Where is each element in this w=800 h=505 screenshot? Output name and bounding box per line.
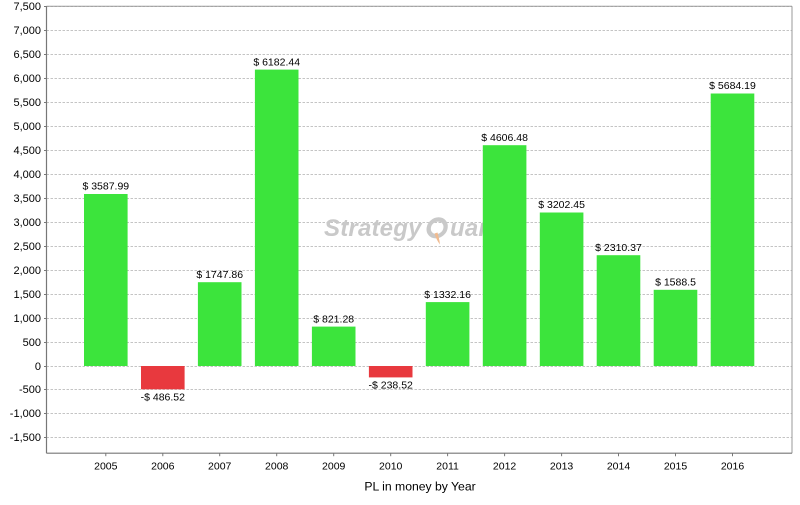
- svg-text:7,000: 7,000: [13, 25, 41, 37]
- svg-text:0: 0: [35, 361, 41, 373]
- svg-text:-500: -500: [19, 384, 41, 396]
- svg-text:Strategy: Strategy: [324, 215, 423, 242]
- svg-text:7,500: 7,500: [13, 1, 41, 13]
- svg-text:2013: 2013: [550, 461, 574, 473]
- svg-text:6,500: 6,500: [13, 49, 41, 61]
- svg-text:$ 5684.19: $ 5684.19: [709, 80, 756, 92]
- svg-text:$ 1332.16: $ 1332.16: [424, 289, 471, 301]
- svg-text:2009: 2009: [322, 461, 346, 473]
- svg-text:$ 3587.99: $ 3587.99: [82, 181, 129, 193]
- svg-text:2,000: 2,000: [13, 265, 41, 277]
- svg-text:3,000: 3,000: [13, 217, 41, 229]
- svg-text:1,000: 1,000: [13, 313, 41, 325]
- svg-text:5,500: 5,500: [13, 97, 41, 109]
- svg-text:1,500: 1,500: [13, 289, 41, 301]
- svg-text:$ 3202.45: $ 3202.45: [538, 199, 585, 211]
- svg-text:3,500: 3,500: [13, 193, 41, 205]
- svg-text:6,000: 6,000: [13, 73, 41, 85]
- svg-text:2007: 2007: [208, 461, 232, 473]
- svg-text:4,500: 4,500: [13, 145, 41, 157]
- svg-text:-1,500: -1,500: [10, 432, 41, 444]
- svg-text:-$ 486.52: -$ 486.52: [141, 391, 186, 403]
- svg-text:2006: 2006: [151, 461, 175, 473]
- svg-text:$ 2310.37: $ 2310.37: [595, 242, 642, 254]
- svg-text:$ 6182.44: $ 6182.44: [253, 56, 300, 68]
- svg-text:500: 500: [23, 337, 41, 349]
- svg-text:2005: 2005: [94, 461, 118, 473]
- svg-text:$ 1588.5: $ 1588.5: [655, 277, 696, 289]
- svg-text:2015: 2015: [664, 461, 688, 473]
- svg-text:PL in money by Year: PL in money by Year: [364, 480, 475, 494]
- svg-text:-$ 238.52: -$ 238.52: [369, 379, 414, 391]
- svg-text:5,000: 5,000: [13, 121, 41, 133]
- svg-text:$ 4606.48: $ 4606.48: [481, 132, 528, 144]
- svg-text:$ 821.28: $ 821.28: [313, 313, 354, 325]
- svg-text:$ 1747.86: $ 1747.86: [196, 269, 243, 281]
- svg-text:2014: 2014: [607, 461, 631, 473]
- svg-text:2012: 2012: [493, 461, 517, 473]
- svg-text:2008: 2008: [265, 461, 289, 473]
- svg-text:2011: 2011: [436, 461, 459, 473]
- svg-text:2010: 2010: [379, 461, 403, 473]
- svg-text:2016: 2016: [721, 461, 745, 473]
- svg-text:2,500: 2,500: [13, 241, 41, 253]
- svg-text:4,000: 4,000: [13, 169, 41, 181]
- svg-text:-1,000: -1,000: [10, 408, 41, 420]
